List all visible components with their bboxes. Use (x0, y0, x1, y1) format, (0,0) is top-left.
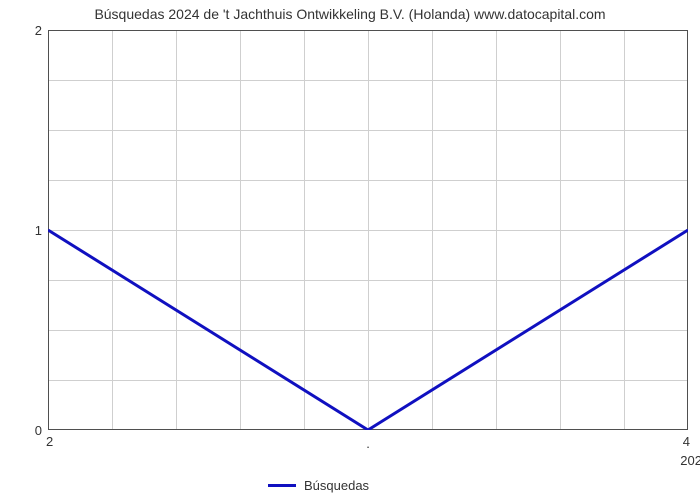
x-tick-label: 2 (46, 434, 86, 449)
legend: Búsquedas (268, 478, 369, 493)
y-tick-label: 0 (12, 423, 42, 438)
x-tick-extra: 202 (652, 453, 700, 468)
legend-swatch-icon (268, 484, 296, 487)
y-tick-label: 2 (12, 23, 42, 38)
chart-container: Búsquedas 2024 de 't Jachthuis Ontwikkel… (0, 0, 700, 500)
chart-plot (48, 30, 688, 430)
y-tick-label: 1 (12, 223, 42, 238)
x-tick-label: 4 (650, 434, 690, 449)
x-tick-mid: . (358, 436, 378, 451)
legend-label: Búsquedas (304, 478, 369, 493)
chart-title: Búsquedas 2024 de 't Jachthuis Ontwikkel… (0, 6, 700, 22)
